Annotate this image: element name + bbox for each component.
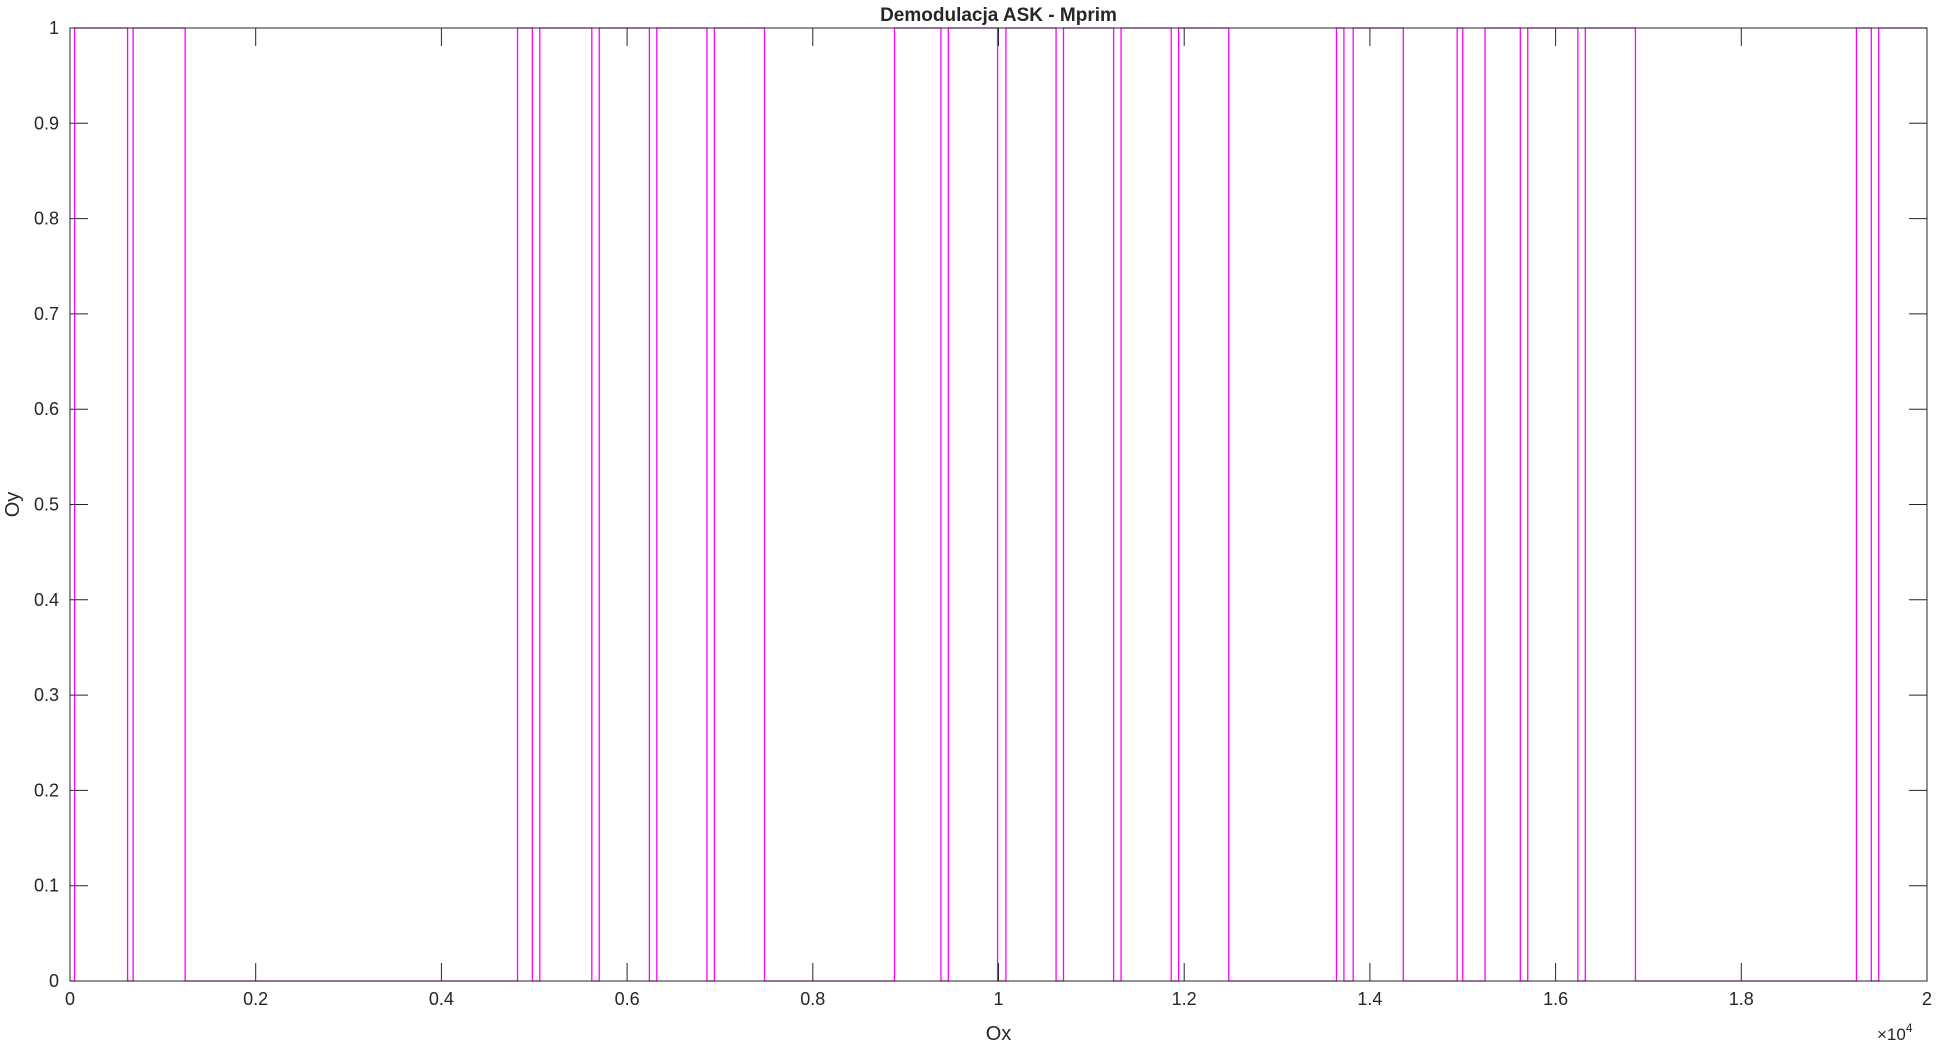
x-tick-label: 0.2 xyxy=(243,989,268,1009)
chart-title: Demodulacja ASK - Mprim xyxy=(880,5,1117,26)
y-axis-label: Oy xyxy=(2,492,24,518)
y-tick-label: 0.2 xyxy=(34,780,59,800)
y-tick-label: 0.1 xyxy=(34,876,59,896)
y-tick-label: 0.5 xyxy=(34,495,59,515)
y-tick-label: 0.9 xyxy=(34,113,59,133)
y-tick-label: 0.7 xyxy=(34,304,59,324)
x-tick-label: 1 xyxy=(993,989,1003,1009)
x-tick-label: 1.6 xyxy=(1543,989,1568,1009)
x-axis-exponent-base: ×10 xyxy=(1877,1025,1906,1044)
x-axis-exponent-power: 4 xyxy=(1906,1021,1913,1035)
x-tick-label: 0.8 xyxy=(800,989,825,1009)
x-axis-exponent: ×104 xyxy=(1877,1021,1913,1044)
axes: 0 0.2 0.4 0.6 0.8 1 1.2 1.4 1.6 1.8 2 0 0.1 0.2 0.3 0.4… xyxy=(34,18,1932,1009)
x-tick-label: 1.8 xyxy=(1729,989,1754,1009)
y-tick-label: 0.6 xyxy=(34,399,59,419)
y-tick-label: 0.4 xyxy=(34,590,59,610)
y-tick-label: 0.3 xyxy=(34,685,59,705)
x-tick-label: 1.4 xyxy=(1357,989,1382,1009)
y-tick-label: 0.8 xyxy=(34,209,59,229)
x-tick-label: 1.2 xyxy=(1172,989,1197,1009)
x-tick-label: 2 xyxy=(1922,989,1932,1009)
x-axis-label: Ox xyxy=(986,1023,1012,1045)
x-tick-label: 0.6 xyxy=(615,989,640,1009)
y-tick-label: 1 xyxy=(49,18,59,38)
x-tick-label: 0 xyxy=(65,989,75,1009)
y-tick-label: 0 xyxy=(49,971,59,991)
x-tick-label: 0.4 xyxy=(429,989,454,1009)
